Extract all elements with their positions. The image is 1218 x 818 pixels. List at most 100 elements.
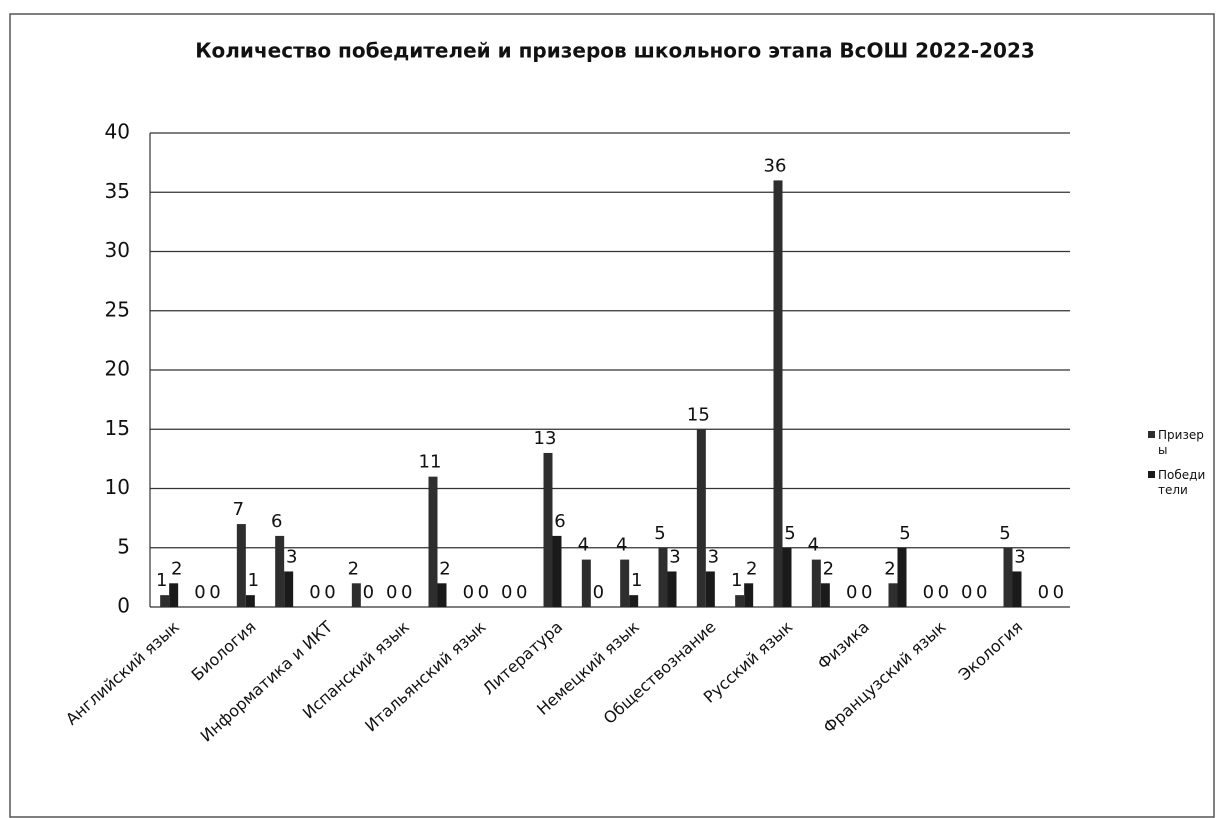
bar — [245, 595, 255, 607]
y-tick-label: 0 — [117, 594, 130, 618]
y-tick-label: 20 — [105, 357, 130, 381]
data-label: 13 — [534, 428, 557, 449]
bar — [1012, 571, 1022, 607]
bar — [897, 547, 907, 607]
x-tick-label: Физика — [814, 617, 873, 673]
data-label: 36 — [764, 155, 787, 176]
data-label: 0 — [846, 582, 857, 603]
x-tick-label: Экология — [955, 617, 1026, 684]
data-label: 0 — [386, 582, 397, 603]
data-label: 1 — [731, 570, 742, 591]
x-tick-label: Английский язык — [62, 617, 183, 729]
data-label: 2 — [823, 558, 834, 579]
bar — [811, 559, 821, 607]
data-label: 0 — [976, 582, 987, 603]
data-label: 0 — [401, 582, 412, 603]
data-label: 15 — [687, 404, 710, 425]
bar — [888, 583, 898, 607]
bar — [351, 583, 361, 607]
data-label: 2 — [171, 558, 182, 579]
legend-swatch — [1148, 431, 1155, 438]
data-label: 4 — [808, 535, 819, 556]
bar — [1003, 547, 1013, 607]
data-label: 0 — [309, 582, 320, 603]
data-label: 2 — [746, 558, 757, 579]
bar — [696, 429, 706, 607]
data-label: 1 — [156, 570, 167, 591]
legend-label: Призеры — [1158, 428, 1204, 457]
bar — [629, 595, 639, 607]
data-label: 0 — [961, 582, 972, 603]
bar — [437, 583, 447, 607]
data-label: 0 — [1038, 582, 1049, 603]
legend-item: Призеры — [1148, 428, 1206, 458]
data-label: 2 — [348, 558, 359, 579]
y-tick-label: 25 — [105, 297, 130, 321]
y-tick-label: 15 — [105, 416, 130, 440]
bar — [658, 547, 668, 607]
bar — [744, 583, 754, 607]
bar — [667, 571, 677, 607]
data-label: 0 — [324, 582, 335, 603]
legend-item: Победители — [1148, 468, 1206, 498]
chart-title: Количество победителей и призеров школьн… — [195, 39, 1035, 63]
bar — [735, 595, 745, 607]
bar — [782, 547, 792, 607]
bar — [160, 595, 170, 607]
x-tick-label: Информатика и ИКТ — [197, 617, 337, 746]
data-label: 6 — [554, 511, 565, 532]
bar — [620, 559, 630, 607]
bar — [705, 571, 715, 607]
y-tick-label: 35 — [105, 179, 130, 203]
bar — [275, 535, 285, 607]
bar — [428, 476, 438, 607]
data-label: 0 — [861, 582, 872, 603]
data-label: 0 — [478, 582, 489, 603]
data-label: 5 — [999, 523, 1010, 544]
data-label: 0 — [593, 582, 604, 603]
bar — [552, 535, 562, 607]
data-label: 2 — [439, 558, 450, 579]
x-tick-label: Биология — [188, 617, 260, 684]
data-label: 4 — [616, 535, 627, 556]
bar — [236, 524, 246, 607]
data-label: 0 — [923, 582, 934, 603]
data-label: 11 — [419, 452, 442, 473]
y-tick-label: 30 — [105, 238, 130, 262]
data-label: 7 — [233, 499, 244, 520]
data-label: 1 — [631, 570, 642, 591]
data-label: 0 — [501, 582, 512, 603]
data-label: 3 — [286, 546, 297, 567]
legend-swatch — [1148, 471, 1155, 478]
bar — [820, 583, 830, 607]
data-label: 3 — [1014, 546, 1025, 567]
chart-frame — [9, 13, 1215, 818]
bar — [773, 180, 783, 607]
data-label: 2 — [884, 558, 895, 579]
data-label: 4 — [578, 535, 589, 556]
legend-label: Победители — [1158, 468, 1206, 497]
data-label: 0 — [209, 582, 220, 603]
bar — [543, 452, 553, 607]
data-label: 0 — [1053, 582, 1064, 603]
bar — [169, 583, 179, 607]
data-label: 3 — [669, 546, 680, 567]
data-label: 0 — [516, 582, 527, 603]
data-label: 0 — [463, 582, 474, 603]
bar — [581, 559, 591, 607]
data-label: 3 — [708, 546, 719, 567]
y-tick-label: 40 — [105, 120, 130, 144]
data-label: 5 — [899, 523, 910, 544]
data-label: 5 — [654, 523, 665, 544]
y-tick-label: 5 — [117, 534, 130, 558]
data-label: 1 — [248, 570, 259, 591]
data-label: 0 — [938, 582, 949, 603]
y-tick-label: 10 — [105, 475, 130, 499]
data-label: 0 — [363, 582, 374, 603]
legend: Призеры Победители — [1148, 428, 1206, 508]
data-label: 5 — [784, 523, 795, 544]
bar — [284, 571, 294, 607]
data-label: 6 — [271, 511, 282, 532]
